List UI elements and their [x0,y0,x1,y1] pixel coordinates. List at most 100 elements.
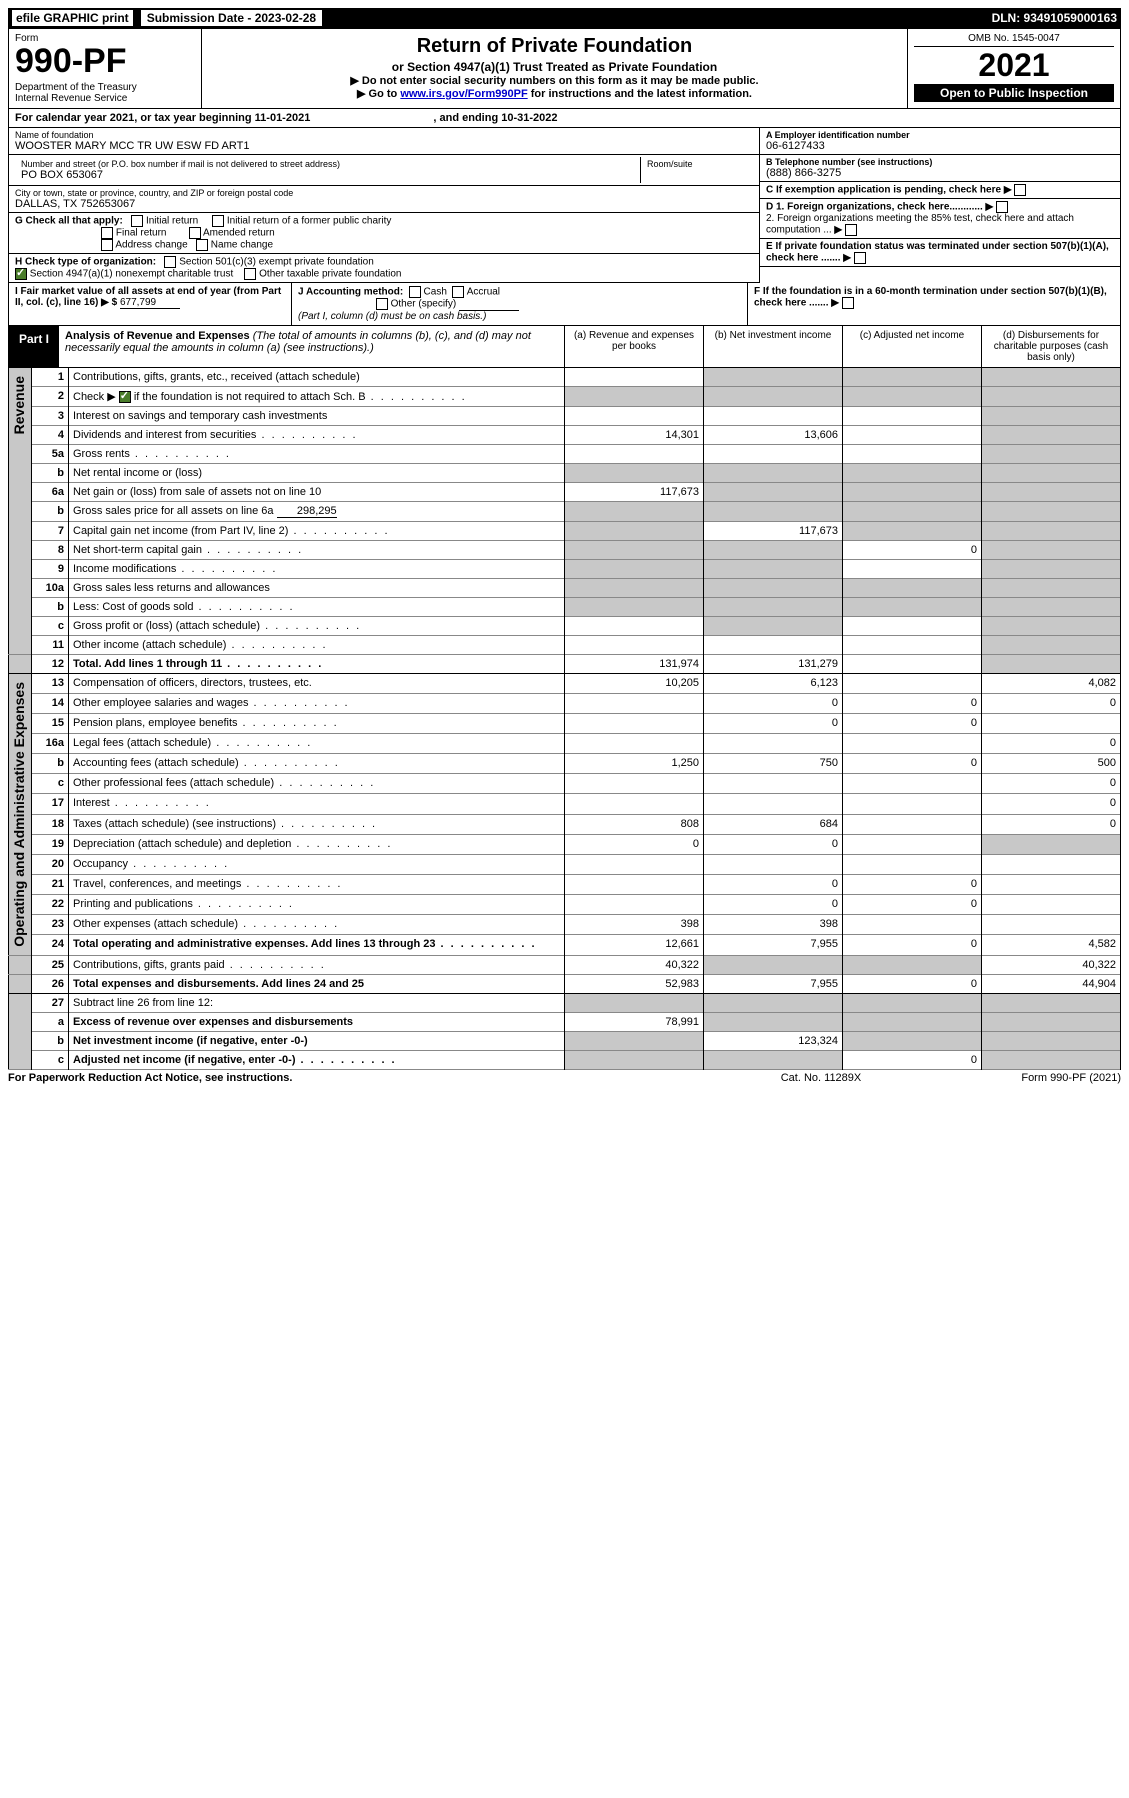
cell-value: 0 [704,713,843,733]
arrow-icon: ▶ [1004,185,1012,196]
checkbox-name-change[interactable] [196,239,208,251]
checkbox-initial-return[interactable] [131,215,143,227]
checkbox-accrual[interactable] [452,286,464,298]
paperwork-notice: For Paperwork Reduction Act Notice, see … [8,1072,721,1084]
cell-value: 684 [704,814,843,834]
checkbox-address-change[interactable] [101,239,113,251]
row-num: 19 [32,834,69,854]
row-num: 15 [32,713,69,733]
checkbox-other-taxable[interactable] [244,268,256,280]
row-num: b [32,754,69,774]
cell-value: 52,983 [565,974,704,993]
part1-tab: Part I [9,326,59,367]
table-row: 18Taxes (attach schedule) (see instructi… [9,814,1121,834]
efile-bar: efile GRAPHIC print Submission Date - 20… [8,8,1121,28]
table-row: cAdjusted net income (if negative, enter… [9,1050,1121,1069]
row-label: Compensation of officers, directors, tru… [69,673,565,693]
open-to-public: Open to Public Inspection [914,84,1114,102]
row-num: 18 [32,814,69,834]
row-num: b [32,501,69,521]
efile-label: efile GRAPHIC print [12,10,133,26]
part1-header: Part I Analysis of Revenue and Expenses … [8,326,1121,368]
table-row: 9Income modifications [9,559,1121,578]
checkbox-cash[interactable] [409,286,421,298]
row-num: 22 [32,895,69,915]
checkbox-other-acct[interactable] [376,298,388,310]
cell-value: 78,991 [565,1012,704,1031]
row-num: 11 [32,635,69,654]
row-label: Other expenses (attach schedule) [69,915,565,935]
table-row: bGross sales price for all assets on lin… [9,501,1121,521]
row-label: Excess of revenue over expenses and disb… [69,1012,565,1031]
street-address: PO BOX 653067 [21,169,634,181]
g-amended: Amended return [203,228,275,239]
cell-value: 0 [843,693,982,713]
row-label: Income modifications [69,559,565,578]
row-label: Gross sales price for all assets on line… [69,501,565,521]
form-subtitle: or Section 4947(a)(1) Trust Treated as P… [208,60,901,74]
row-label: Interest [69,794,565,814]
checkbox-f[interactable] [842,297,854,309]
row-label: Total expenses and disbursements. Add li… [69,974,565,993]
row-label: Taxes (attach schedule) (see instruction… [69,814,565,834]
row-num: b [32,597,69,616]
row-label: Pension plans, employee benefits [69,713,565,733]
calendar-year-line: For calendar year 2021, or tax year begi… [8,109,1121,128]
row-num: 21 [32,874,69,894]
row-label: Legal fees (attach schedule) [69,734,565,754]
cell-value: 6,123 [704,673,843,693]
table-row: 7Capital gain net income (from Part IV, … [9,521,1121,540]
header-center: Return of Private Foundation or Section … [202,29,908,108]
expenses-side-label: Operating and Administrative Expenses [9,673,32,955]
checkbox-c[interactable] [1014,184,1026,196]
row-label: Adjusted net income (if negative, enter … [69,1050,565,1069]
section-f: F If the foundation is in a 60-month ter… [748,283,1120,325]
row-label: Interest on savings and temporary cash i… [69,406,565,425]
row-label: Capital gain net income (from Part IV, l… [69,521,565,540]
checkbox-sch-b[interactable] [119,391,131,403]
name-label: Name of foundation [15,130,753,140]
table-row: 4Dividends and interest from securities1… [9,425,1121,444]
cell-value: 0 [843,974,982,993]
checkbox-4947[interactable] [15,268,27,280]
checkbox-d2[interactable] [845,224,857,236]
table-row: 19Depreciation (attach schedule) and dep… [9,834,1121,854]
checkbox-final-return[interactable] [101,227,113,239]
d2-label: 2. Foreign organizations meeting the 85%… [766,213,1074,236]
section-j: J Accounting method: Cash Accrual Other … [292,283,748,325]
table-row: Operating and Administrative Expenses 13… [9,673,1121,693]
ein: 06-6127433 [766,140,1114,152]
checkbox-amended[interactable] [189,227,201,239]
row-label: Total operating and administrative expen… [69,935,565,955]
j-accrual: Accrual [467,287,500,298]
section-g: G Check all that apply: Initial return I… [9,213,759,254]
omb-number: OMB No. 1545-0047 [914,33,1114,47]
arrow-icon: ▶ [831,298,839,309]
row-label: Other employee salaries and wages [69,693,565,713]
table-row: bNet rental income or (loss) [9,463,1121,482]
ijf-block: I Fair market value of all assets at end… [8,283,1121,326]
cell-value: 398 [704,915,843,935]
checkbox-501c3[interactable] [164,256,176,268]
table-row: bLess: Cost of goods sold [9,597,1121,616]
j-other: Other (specify) [391,299,457,310]
row-num: 13 [32,673,69,693]
cell-value: 750 [704,754,843,774]
cell-value: 0 [843,874,982,894]
instructions-link[interactable]: www.irs.gov/Form990PF [400,88,527,100]
checkbox-d1[interactable] [996,201,1008,213]
table-row: 23Other expenses (attach schedule)398398 [9,915,1121,935]
row-num: 1 [32,368,69,387]
col-d-header: (d) Disbursements for charitable purpose… [981,326,1120,367]
cell-value: 44,904 [982,974,1121,993]
g-name-change: Name change [211,240,273,251]
table-row: 20Occupancy [9,854,1121,874]
row-label: Net investment income (if negative, ente… [69,1031,565,1050]
checkbox-initial-former[interactable] [212,215,224,227]
cell-value: 13,606 [704,425,843,444]
cell-value: 7,955 [704,974,843,993]
row-label: Check ▶ if the foundation is not require… [69,386,565,406]
checkbox-e[interactable] [854,252,866,264]
arrow-icon: ▶ [843,253,851,264]
table-row: Revenue 1Contributions, gifts, grants, e… [9,368,1121,387]
